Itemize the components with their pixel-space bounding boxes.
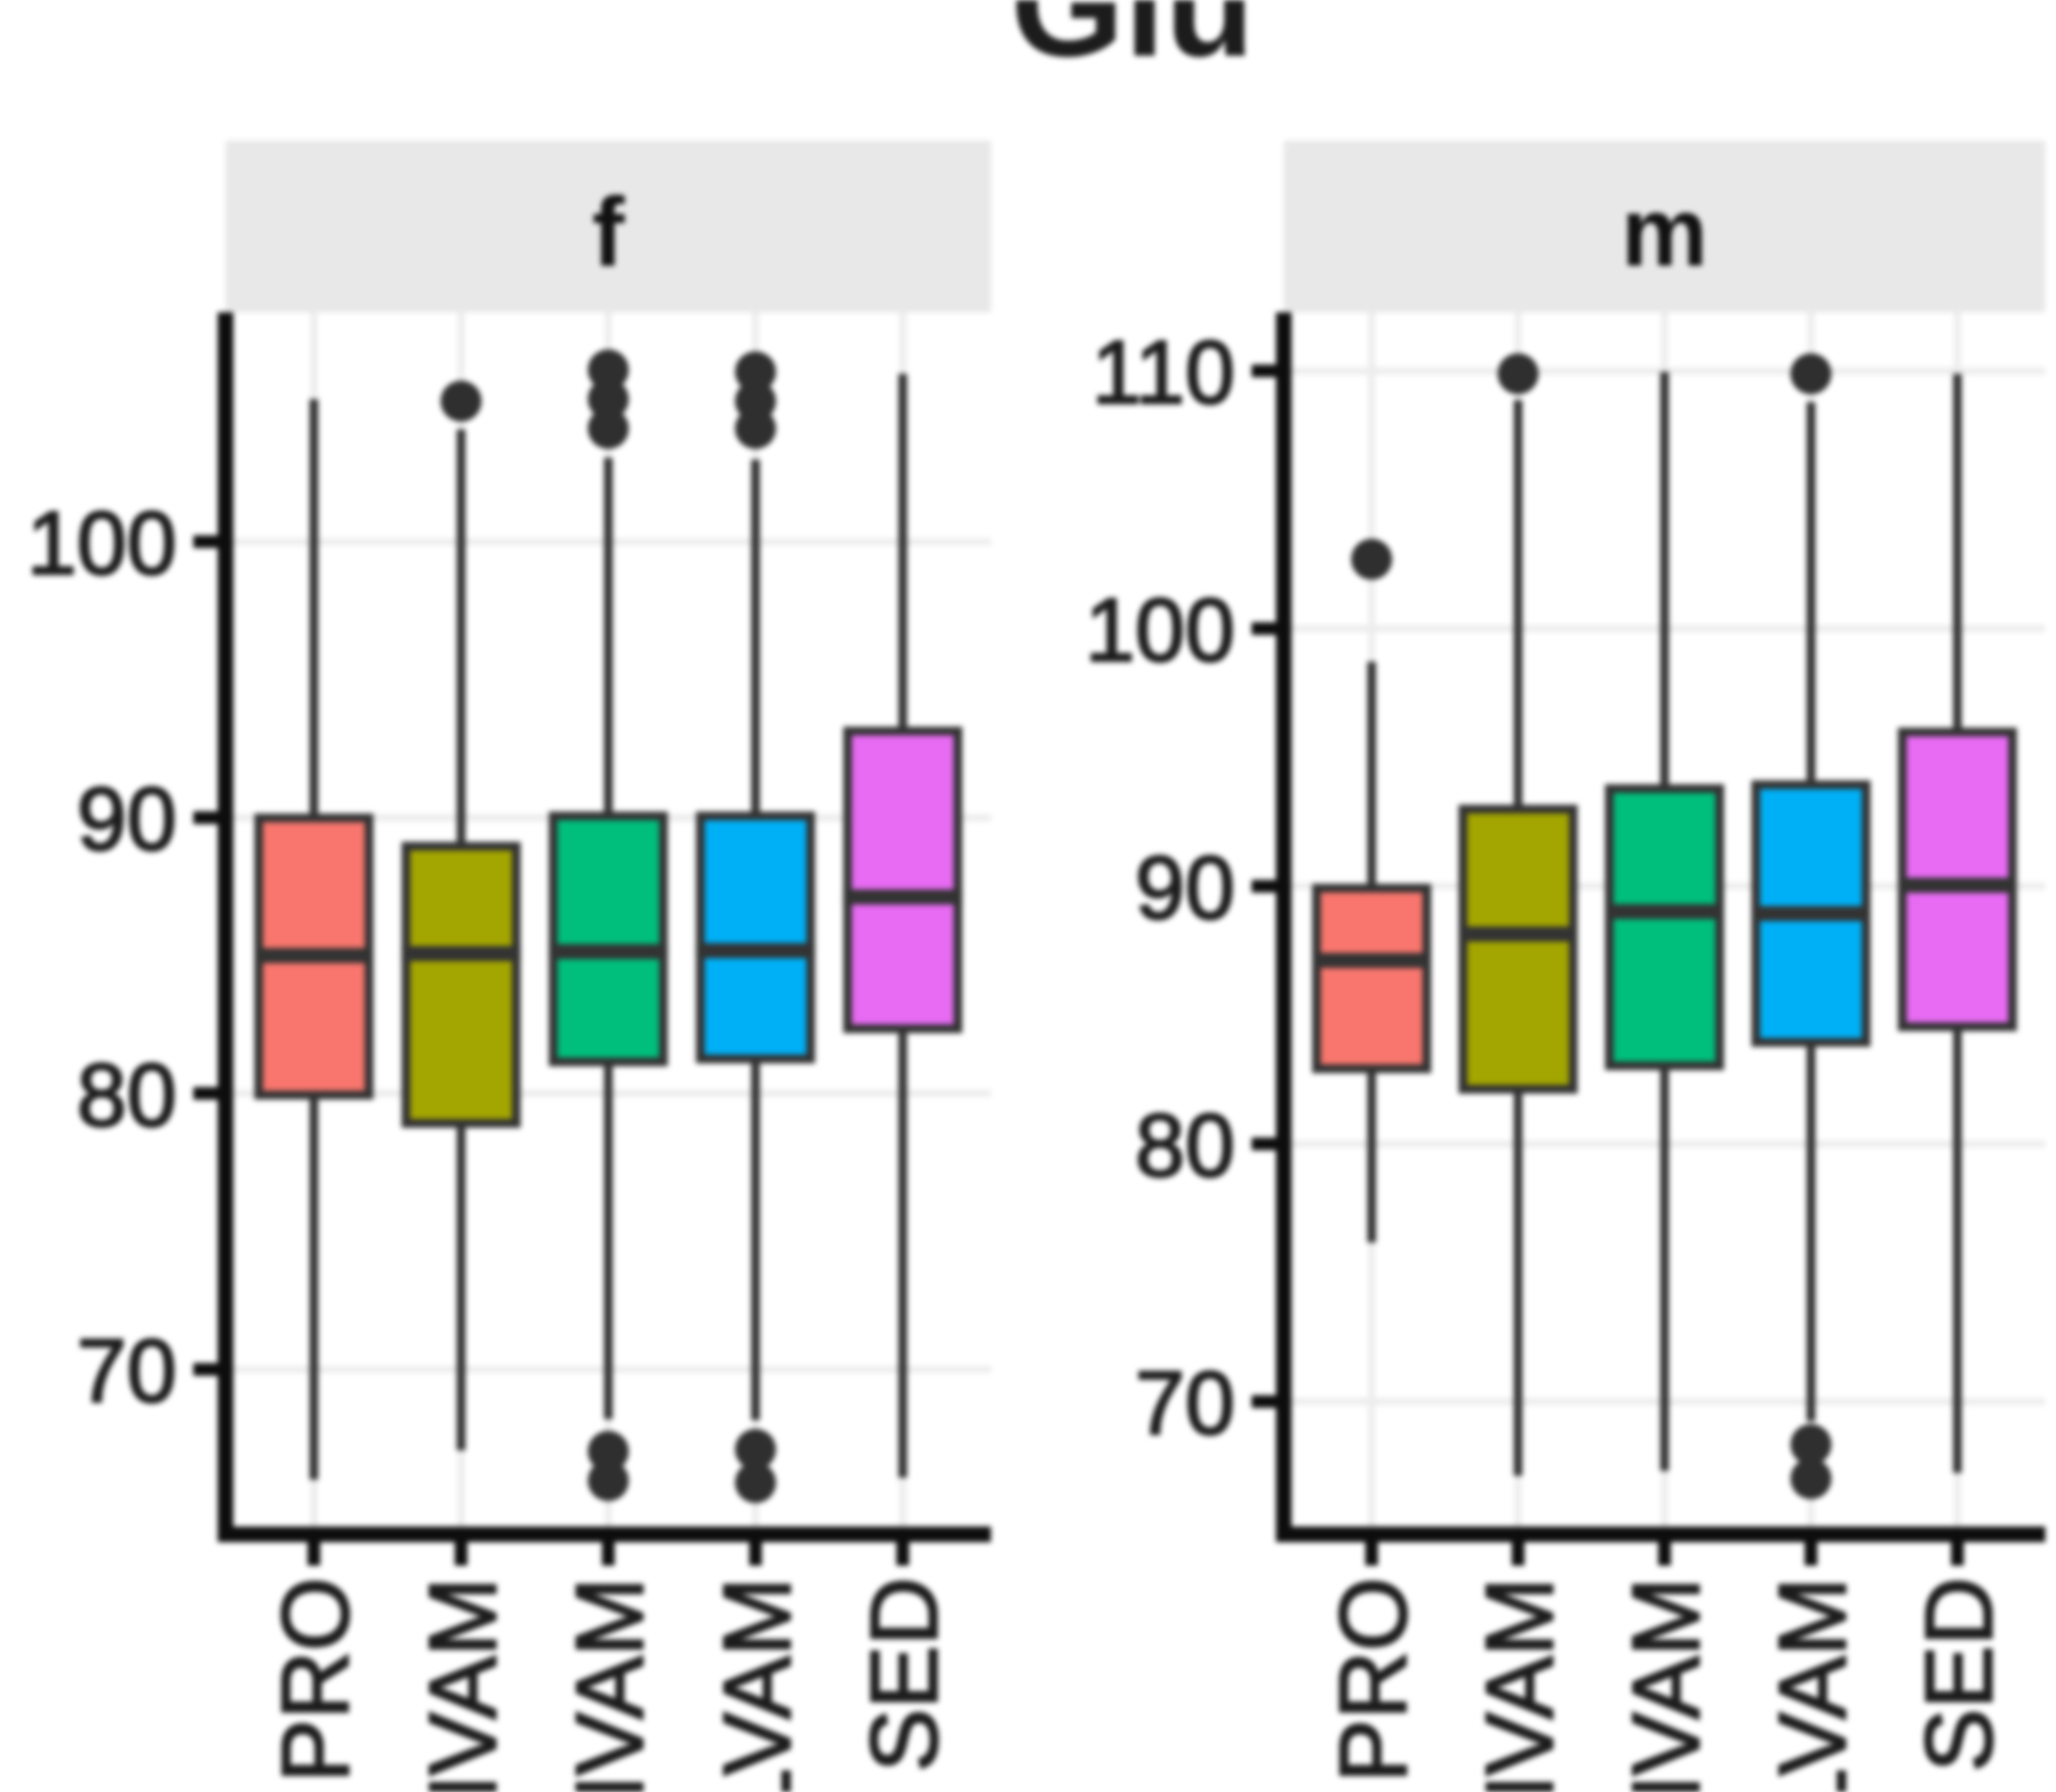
- svg-text:MVAM: MVAM: [556, 1577, 663, 1792]
- svg-text:90: 90: [1135, 838, 1235, 938]
- svg-text:PRO: PRO: [1320, 1577, 1426, 1782]
- svg-text:m: m: [1622, 178, 1708, 287]
- svg-text:110: 110: [1091, 323, 1235, 423]
- svg-text:100: 100: [27, 494, 178, 593]
- svg-text:LVAM: LVAM: [1759, 1577, 1866, 1792]
- svg-text:Glu: Glu: [1010, 0, 1254, 87]
- svg-text:100: 100: [1086, 581, 1236, 680]
- svg-text:HVAM: HVAM: [409, 1577, 515, 1792]
- svg-text:SED: SED: [851, 1577, 958, 1772]
- svg-text:SED: SED: [1906, 1577, 2012, 1772]
- svg-text:MVAM: MVAM: [1613, 1577, 1719, 1792]
- svg-text:70: 70: [77, 1322, 177, 1421]
- svg-text:f: f: [592, 178, 625, 287]
- svg-text:LVAM: LVAM: [704, 1577, 810, 1792]
- svg-text:HVAM: HVAM: [1466, 1577, 1573, 1792]
- svg-text:70: 70: [1135, 1354, 1235, 1453]
- svg-text:90: 90: [77, 770, 177, 870]
- svg-text:80: 80: [1135, 1096, 1235, 1196]
- svg-text:80: 80: [77, 1045, 177, 1145]
- svg-text:PRO: PRO: [263, 1577, 369, 1782]
